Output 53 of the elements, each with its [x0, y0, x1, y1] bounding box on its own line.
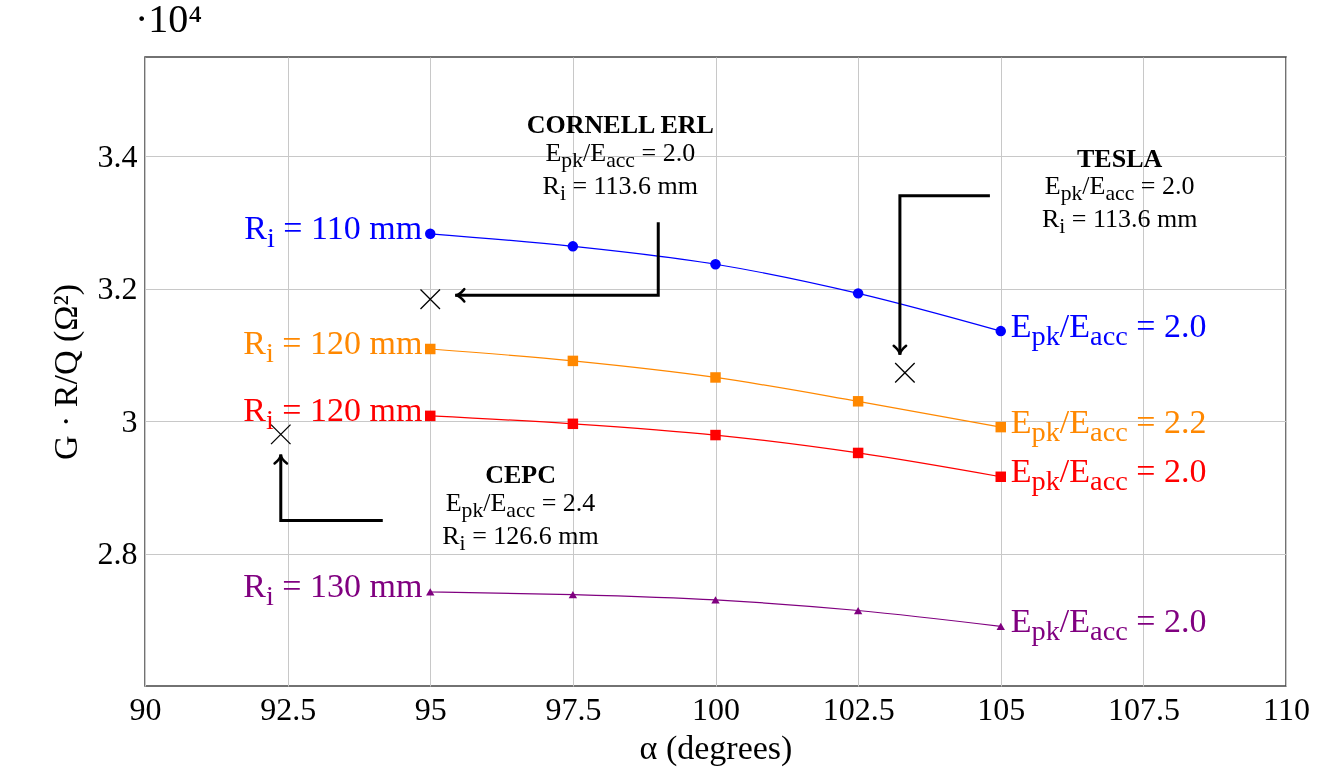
- annotation: E$_{pk}$/E$_{acc}$ = 2.0: [1010, 306, 1207, 351]
- series-label: R$_{i}$ = 120 mm: [243, 324, 423, 369]
- point: [852, 288, 864, 299]
- point: [853, 606, 863, 615]
- point: [419, 288, 441, 310]
- x-tick-label: 110: [1263, 690, 1310, 727]
- x-tick-label: 95: [414, 690, 447, 727]
- x-tick-label: 90: [129, 690, 162, 727]
- x-tick-label: 100: [692, 690, 740, 727]
- y-axis-title: G · R/Q (Ω²): [46, 283, 85, 461]
- point: [996, 622, 1005, 631]
- annotation: E$_{pk}$/E$_{acc}$ = 2.0: [544, 137, 697, 172]
- y-tick-label: 3.4: [97, 137, 138, 174]
- annotation: E$_{pk}$/E$_{acc}$ = 2.0: [1010, 601, 1207, 646]
- series-label: R$_{i}$ = 110 mm: [244, 209, 423, 254]
- point: [710, 429, 721, 441]
- annotation: E$_{pk}$/E$_{acc}$ = 2.2: [1010, 402, 1207, 447]
- annotation: E$_{pk}$/E$_{acc}$ = 2.0: [1010, 452, 1207, 497]
- point: [852, 447, 864, 459]
- x-tick-label: 92.5: [260, 690, 317, 727]
- point: [995, 421, 1006, 433]
- y-tick-label: 3.2: [97, 270, 138, 307]
- text: ·10⁴: [135, 0, 203, 41]
- x-tick-label: 107.5: [1107, 690, 1180, 727]
- point: [425, 410, 436, 422]
- annotation: E$_{pk}$/E$_{acc}$ = 2.0: [1043, 171, 1196, 206]
- y-tick-label: 3: [121, 402, 138, 439]
- point: [567, 355, 579, 367]
- annotation: TESLA: [1076, 143, 1164, 173]
- annotation: CORNELL ERL: [526, 110, 714, 140]
- point: [995, 325, 1006, 337]
- point: [568, 591, 578, 599]
- series-label: R$_{i}$ = 120 mm: [243, 391, 423, 436]
- annotation: CEPC: [484, 460, 557, 490]
- point: [710, 259, 721, 270]
- point: [995, 471, 1006, 483]
- point: [852, 396, 864, 407]
- point: [567, 418, 579, 430]
- x-tick-label: 97.5: [545, 690, 602, 727]
- annotation: E$_{pk}$/E$_{acc}$ = 2.4: [444, 487, 597, 522]
- point: [711, 596, 720, 604]
- point: [894, 362, 916, 384]
- x-tick-label: 102.5: [822, 690, 895, 727]
- series-label: R$_{i}$ = 130 mm: [243, 567, 423, 612]
- point: [710, 372, 721, 383]
- point: [425, 343, 436, 355]
- point: [567, 241, 579, 252]
- annotation: R$_{i}$ = 113.6 mm: [1041, 204, 1198, 239]
- point: [425, 228, 436, 240]
- point: [426, 588, 435, 596]
- x-tick-label: 105: [977, 690, 1026, 727]
- y-tick-label: 2.8: [97, 535, 138, 572]
- x-axis-title: α (degrees): [639, 728, 793, 767]
